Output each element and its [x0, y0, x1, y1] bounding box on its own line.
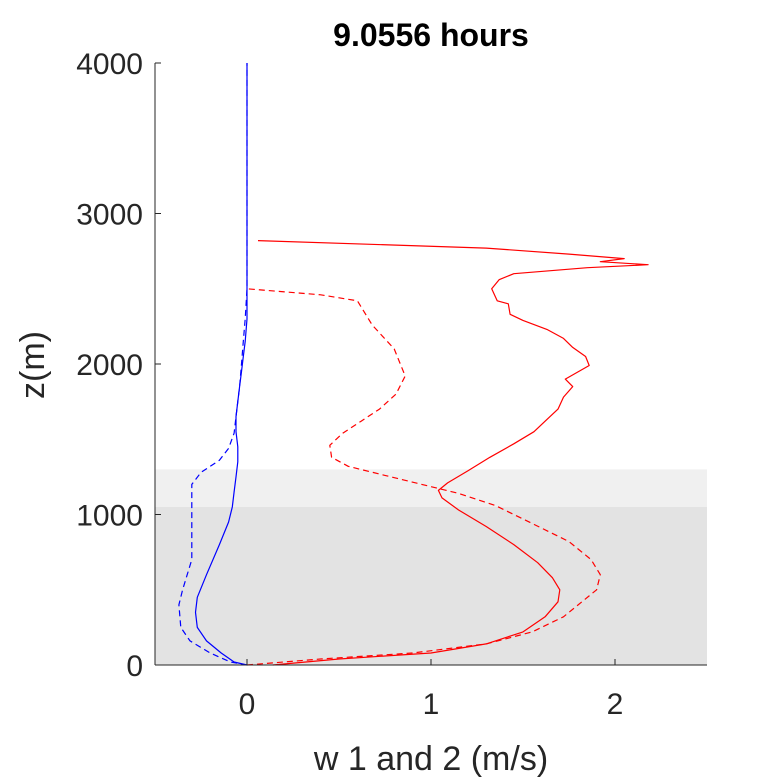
shaded-band-2	[155, 469, 707, 507]
x-tick-label: 2	[607, 688, 624, 721]
y-tick-label: 0	[126, 650, 143, 683]
x-tick-label: 1	[423, 688, 440, 721]
chart-title: 9.0556 hours	[333, 17, 529, 53]
x-axis-label: w 1 and 2 (m/s)	[313, 740, 548, 778]
x-ticks: 0 1 2	[239, 659, 624, 721]
y-ticks: 0 1000 2000 3000 4000	[76, 48, 161, 683]
y-axis-label: z(m)	[14, 331, 52, 399]
series-lines	[178, 63, 649, 666]
y-tick-label: 2000	[76, 349, 143, 382]
shaded-band-1	[155, 506, 707, 665]
y-tick-label: 4000	[76, 48, 143, 81]
series-line-4	[178, 63, 248, 666]
shaded-bands	[155, 469, 707, 665]
series-line-2	[246, 288, 601, 666]
y-tick-label: 3000	[76, 199, 143, 232]
series-line-3	[194, 63, 248, 666]
series-line-1	[257, 240, 649, 666]
y-tick-label: 1000	[76, 500, 143, 533]
x-tick-label: 0	[239, 688, 256, 721]
